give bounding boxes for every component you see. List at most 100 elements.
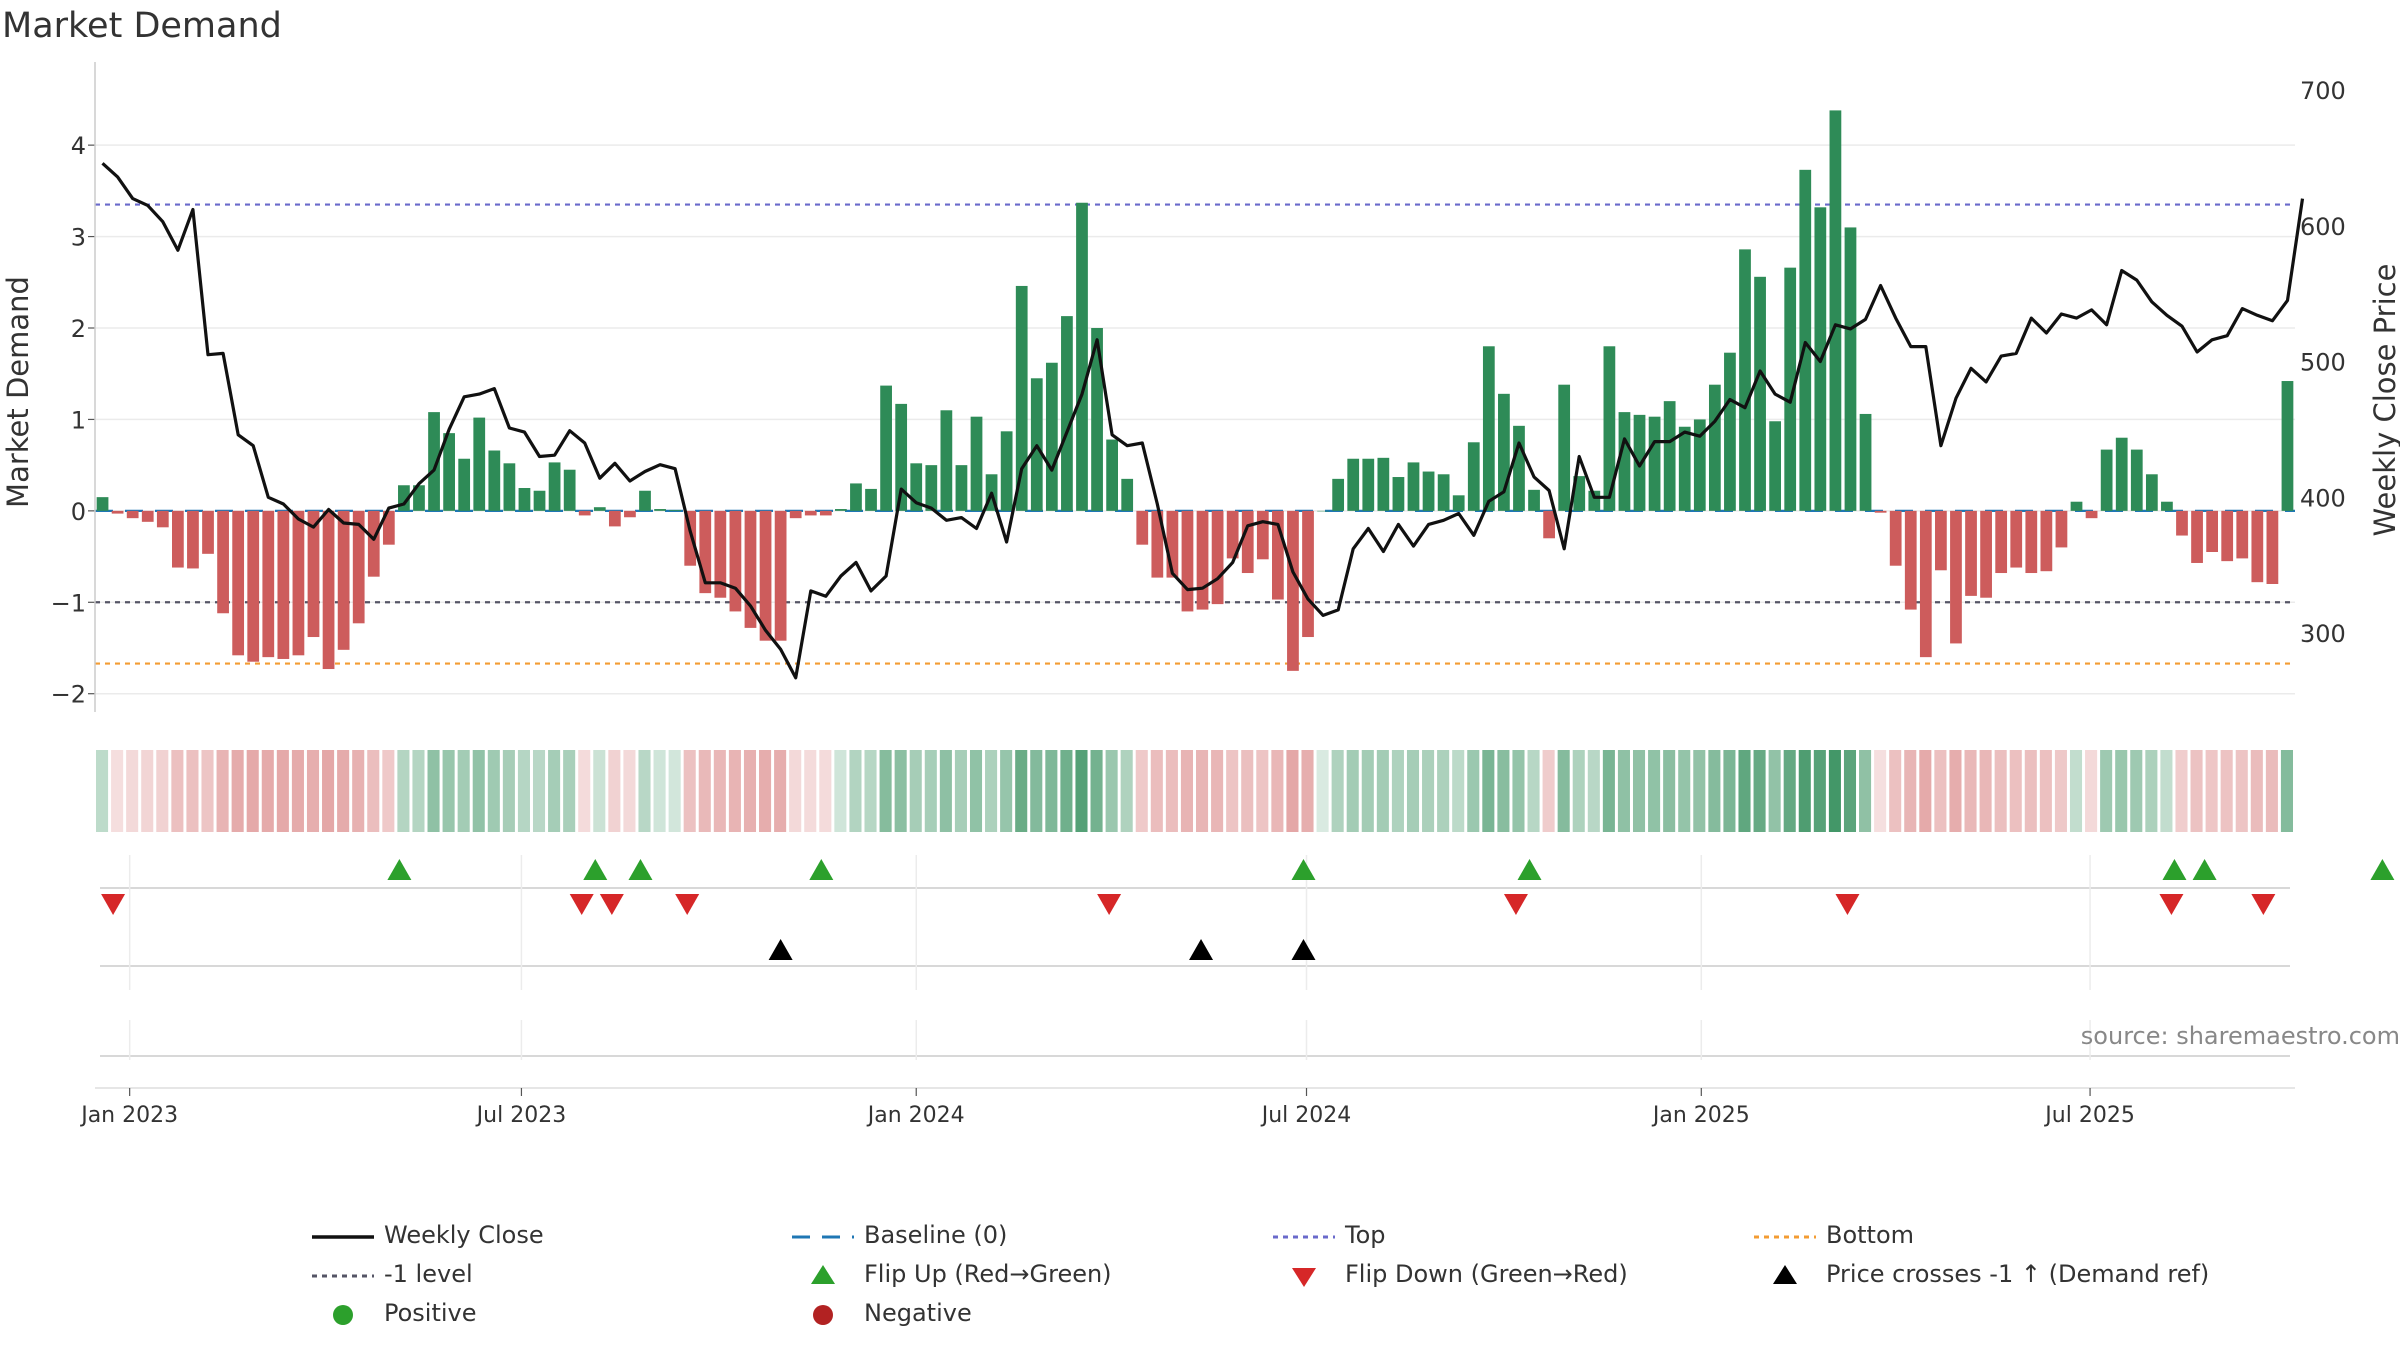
demand-tile — [2205, 750, 2218, 832]
demand-bar — [2055, 510, 2068, 548]
demand-tile — [623, 750, 636, 832]
demand-tile — [985, 750, 998, 832]
y-tick-left: 2 — [71, 315, 86, 343]
demand-bars — [96, 110, 2294, 671]
y-tick-left: 0 — [71, 498, 86, 526]
demand-bar — [1045, 362, 1058, 511]
demand-bar — [187, 510, 199, 569]
demand-tile — [1587, 750, 1600, 832]
demand-bar — [2161, 501, 2173, 511]
flip-up-marker — [1291, 859, 1316, 880]
demand-tile — [849, 750, 862, 832]
demand-bar — [1708, 384, 1721, 511]
reference-lines — [95, 203, 2295, 665]
demand-tile — [1331, 750, 1344, 832]
demand-tile — [306, 750, 320, 832]
demand-tile — [1015, 750, 1028, 832]
demand-tile — [2235, 750, 2248, 832]
demand-bar — [744, 510, 757, 628]
demand-tile — [909, 750, 922, 832]
demand-bar — [1935, 510, 1947, 571]
demand-tile — [517, 750, 530, 832]
demand-tile — [427, 750, 440, 832]
demand-bar — [1603, 346, 1616, 511]
demand-tile — [1843, 750, 1857, 832]
demand-tile — [1542, 750, 1555, 832]
demand-bar — [563, 469, 576, 511]
demand-bar — [955, 465, 968, 511]
demand-bar — [1588, 490, 1601, 511]
demand-tile — [1301, 750, 1314, 832]
demand-tile — [728, 750, 741, 832]
demand-tile — [171, 750, 184, 832]
demand-tile — [578, 750, 591, 832]
demand-bar — [1302, 510, 1314, 638]
flip-down-marker — [569, 894, 594, 915]
demand-bar — [2191, 510, 2203, 563]
demand-bar — [503, 463, 516, 511]
demand-tile — [276, 750, 289, 832]
demand-bar — [1121, 478, 1134, 511]
demand-tile — [653, 750, 666, 832]
demand-tile — [1467, 750, 1480, 832]
demand-tile — [1391, 750, 1404, 832]
demand-tile — [126, 750, 139, 832]
demand-bar — [759, 510, 772, 641]
demand-bar — [1693, 419, 1706, 511]
demand-tile — [1723, 750, 1736, 832]
demand-tile — [2145, 750, 2158, 832]
demand-bar — [473, 417, 486, 511]
demand-bar — [624, 510, 636, 518]
demand-bar — [382, 510, 395, 545]
demand-tile — [1738, 750, 1751, 832]
demand-tile — [1828, 750, 1841, 832]
demand-tile — [924, 750, 937, 832]
demand-tile — [141, 750, 154, 832]
demand-tile — [1346, 750, 1359, 832]
demand-tile — [698, 750, 711, 832]
price-cross-marker — [1291, 939, 1316, 960]
demand-bar — [1272, 510, 1284, 600]
demand-bar — [1769, 421, 1782, 511]
demand-tile — [1135, 750, 1148, 832]
flip-down-marker — [2251, 894, 2276, 915]
demand-tile — [1452, 750, 1465, 832]
demand-bar — [1573, 476, 1586, 511]
demand-bar — [608, 510, 621, 527]
demand-bar — [322, 510, 335, 670]
demand-tile — [1045, 750, 1058, 832]
demand-tile — [774, 750, 787, 832]
demand-bar — [1784, 267, 1797, 511]
demand-bar — [1889, 510, 1902, 566]
demand-bar — [247, 510, 260, 662]
weekly-close-line — [101, 162, 2305, 680]
demand-bar — [1663, 401, 1676, 511]
demand-bar — [593, 507, 606, 511]
demand-tile — [1075, 750, 1088, 832]
demand-bar — [789, 510, 802, 519]
demand-bar — [774, 510, 787, 641]
y-tick-left: −1 — [51, 589, 86, 617]
demand-bar — [1648, 416, 1661, 511]
demand-bar — [2130, 449, 2143, 511]
demand-bar — [2236, 510, 2249, 559]
demand-bar — [2040, 510, 2053, 572]
demand-bar — [1874, 510, 1887, 513]
demand-bar — [533, 490, 546, 511]
demand-bar — [714, 510, 727, 598]
y-tick-right: 400 — [2300, 484, 2346, 512]
demand-bar — [2070, 501, 2083, 511]
demand-bar — [1799, 169, 1812, 511]
demand-bar — [111, 510, 124, 514]
demand-tile — [382, 750, 395, 832]
demand-bar — [970, 416, 983, 511]
demand-tile — [291, 750, 304, 832]
demand-tile — [1572, 750, 1585, 832]
demand-bar — [1015, 285, 1028, 511]
demand-tile — [2250, 750, 2263, 832]
flip-up-marker — [809, 859, 834, 880]
demand-tile — [1708, 750, 1721, 832]
demand-tile — [322, 750, 335, 832]
demand-tile — [1120, 750, 1133, 832]
demand-bar — [1724, 352, 1736, 511]
